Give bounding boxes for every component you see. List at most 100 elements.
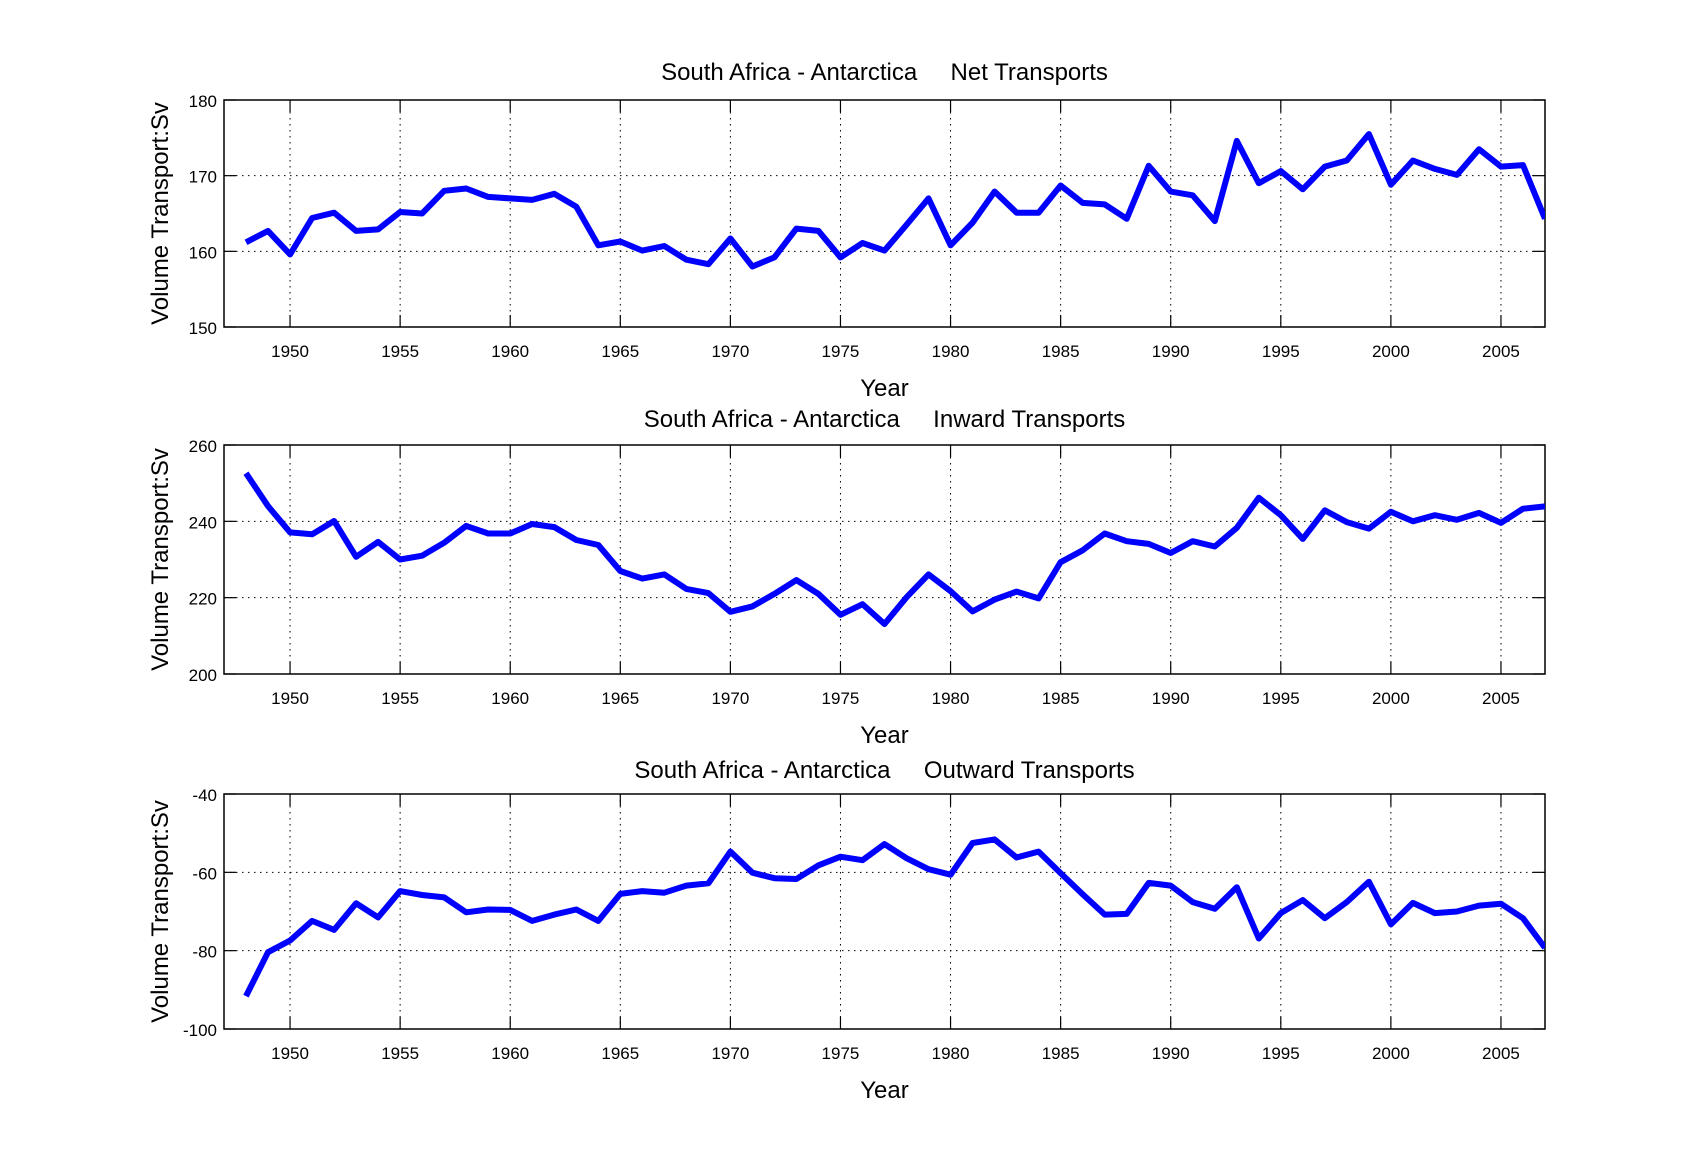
y-tick-label: 200 [189, 666, 217, 685]
data-point [1344, 158, 1350, 164]
x-tick-label: 1950 [271, 1044, 309, 1063]
data-point [1190, 538, 1196, 544]
data-point [595, 242, 601, 248]
data-point [1344, 899, 1350, 905]
data-point [948, 588, 954, 594]
data-point [441, 540, 447, 546]
data-point [749, 603, 755, 609]
y-tick-label: 150 [189, 319, 217, 338]
y-tick-label: 170 [189, 168, 217, 187]
data-point [441, 188, 447, 194]
data-point [551, 912, 557, 918]
data-point [1190, 192, 1196, 198]
y-axis-label: Volume Transport:Sv [147, 800, 174, 1023]
data-point [816, 591, 822, 597]
data-point [661, 890, 667, 896]
data-point [463, 909, 469, 915]
data-point [727, 236, 733, 242]
data-point [529, 197, 535, 203]
x-tick-label: 2000 [1372, 689, 1410, 708]
data-point [1168, 550, 1174, 556]
data-point [1014, 210, 1020, 216]
data-point [1146, 880, 1152, 886]
data-point [331, 210, 337, 216]
data-point [771, 591, 777, 597]
data-point [1454, 909, 1460, 915]
data-point [309, 918, 315, 924]
data-point [375, 914, 381, 920]
x-tick-label: 1970 [711, 342, 749, 361]
data-point [793, 577, 799, 583]
data-point [1058, 870, 1064, 876]
data-point [926, 866, 932, 872]
data-point [507, 907, 513, 913]
x-tick-label: 1995 [1262, 1044, 1300, 1063]
x-tick-label: 1970 [711, 1044, 749, 1063]
data-point [948, 242, 954, 248]
data-point [926, 195, 932, 201]
y-tick-label: 260 [189, 437, 217, 456]
data-point [331, 927, 337, 933]
x-tick-label: 1990 [1152, 689, 1190, 708]
x-tick-label: 1980 [932, 342, 970, 361]
y-tick-label: 180 [189, 92, 217, 111]
data-point [1124, 538, 1130, 544]
axes-frame [223, 793, 1546, 1030]
data-point [243, 239, 249, 245]
data-point [1102, 201, 1108, 207]
data-point [727, 609, 733, 615]
axis-ticks [224, 99, 1545, 328]
subplot-net-transports: South Africa - Antarctica Net Transports… [147, 59, 1546, 402]
data-point [1498, 520, 1504, 526]
data-point [507, 531, 513, 537]
data-point [1278, 910, 1284, 916]
data-point [331, 518, 337, 524]
x-tick-label: 1960 [491, 1044, 529, 1063]
data-point [1278, 168, 1284, 174]
data-point [661, 243, 667, 249]
x-tick-label: 1985 [1042, 689, 1080, 708]
x-tick-label: 1950 [271, 689, 309, 708]
data-point [595, 542, 601, 548]
x-tick-label: 1985 [1042, 1044, 1080, 1063]
data-point [860, 240, 866, 246]
data-point [595, 918, 601, 924]
data-point [1520, 162, 1526, 168]
data-point [970, 220, 976, 226]
series-line-inward-transports [243, 471, 1545, 627]
data-point [1168, 883, 1174, 889]
data-point [287, 529, 293, 535]
data-point [1366, 526, 1372, 532]
data-point [992, 597, 998, 603]
data-point [1300, 897, 1306, 903]
data-point [882, 841, 888, 847]
data-point [1344, 519, 1350, 525]
data-point [1410, 900, 1416, 906]
x-tick-label: 2005 [1482, 1044, 1520, 1063]
x-tick-label: 1965 [601, 342, 639, 361]
x-tick-label: 1975 [822, 689, 860, 708]
data-point [529, 521, 535, 527]
data-point [1146, 541, 1152, 547]
data-point [265, 228, 271, 234]
x-tick-label: 1965 [601, 689, 639, 708]
x-tick-label: 2000 [1372, 342, 1410, 361]
x-tick-label: 1965 [601, 1044, 639, 1063]
data-point [1388, 182, 1394, 188]
data-point [1366, 131, 1372, 137]
data-point [1080, 547, 1086, 553]
data-point [926, 571, 932, 577]
data-point [1322, 164, 1328, 170]
data-point [683, 586, 689, 592]
data-point [287, 938, 293, 944]
data-point [904, 222, 910, 228]
data-point [1168, 189, 1174, 195]
x-tick-label: 1995 [1262, 342, 1300, 361]
data-point [1410, 158, 1416, 164]
data-point [617, 239, 623, 245]
data-point [551, 524, 557, 530]
subplot-outward-transports: South Africa - Antarctica Outward Transp… [147, 757, 1546, 1104]
data-point [309, 215, 315, 221]
data-point [617, 891, 623, 897]
